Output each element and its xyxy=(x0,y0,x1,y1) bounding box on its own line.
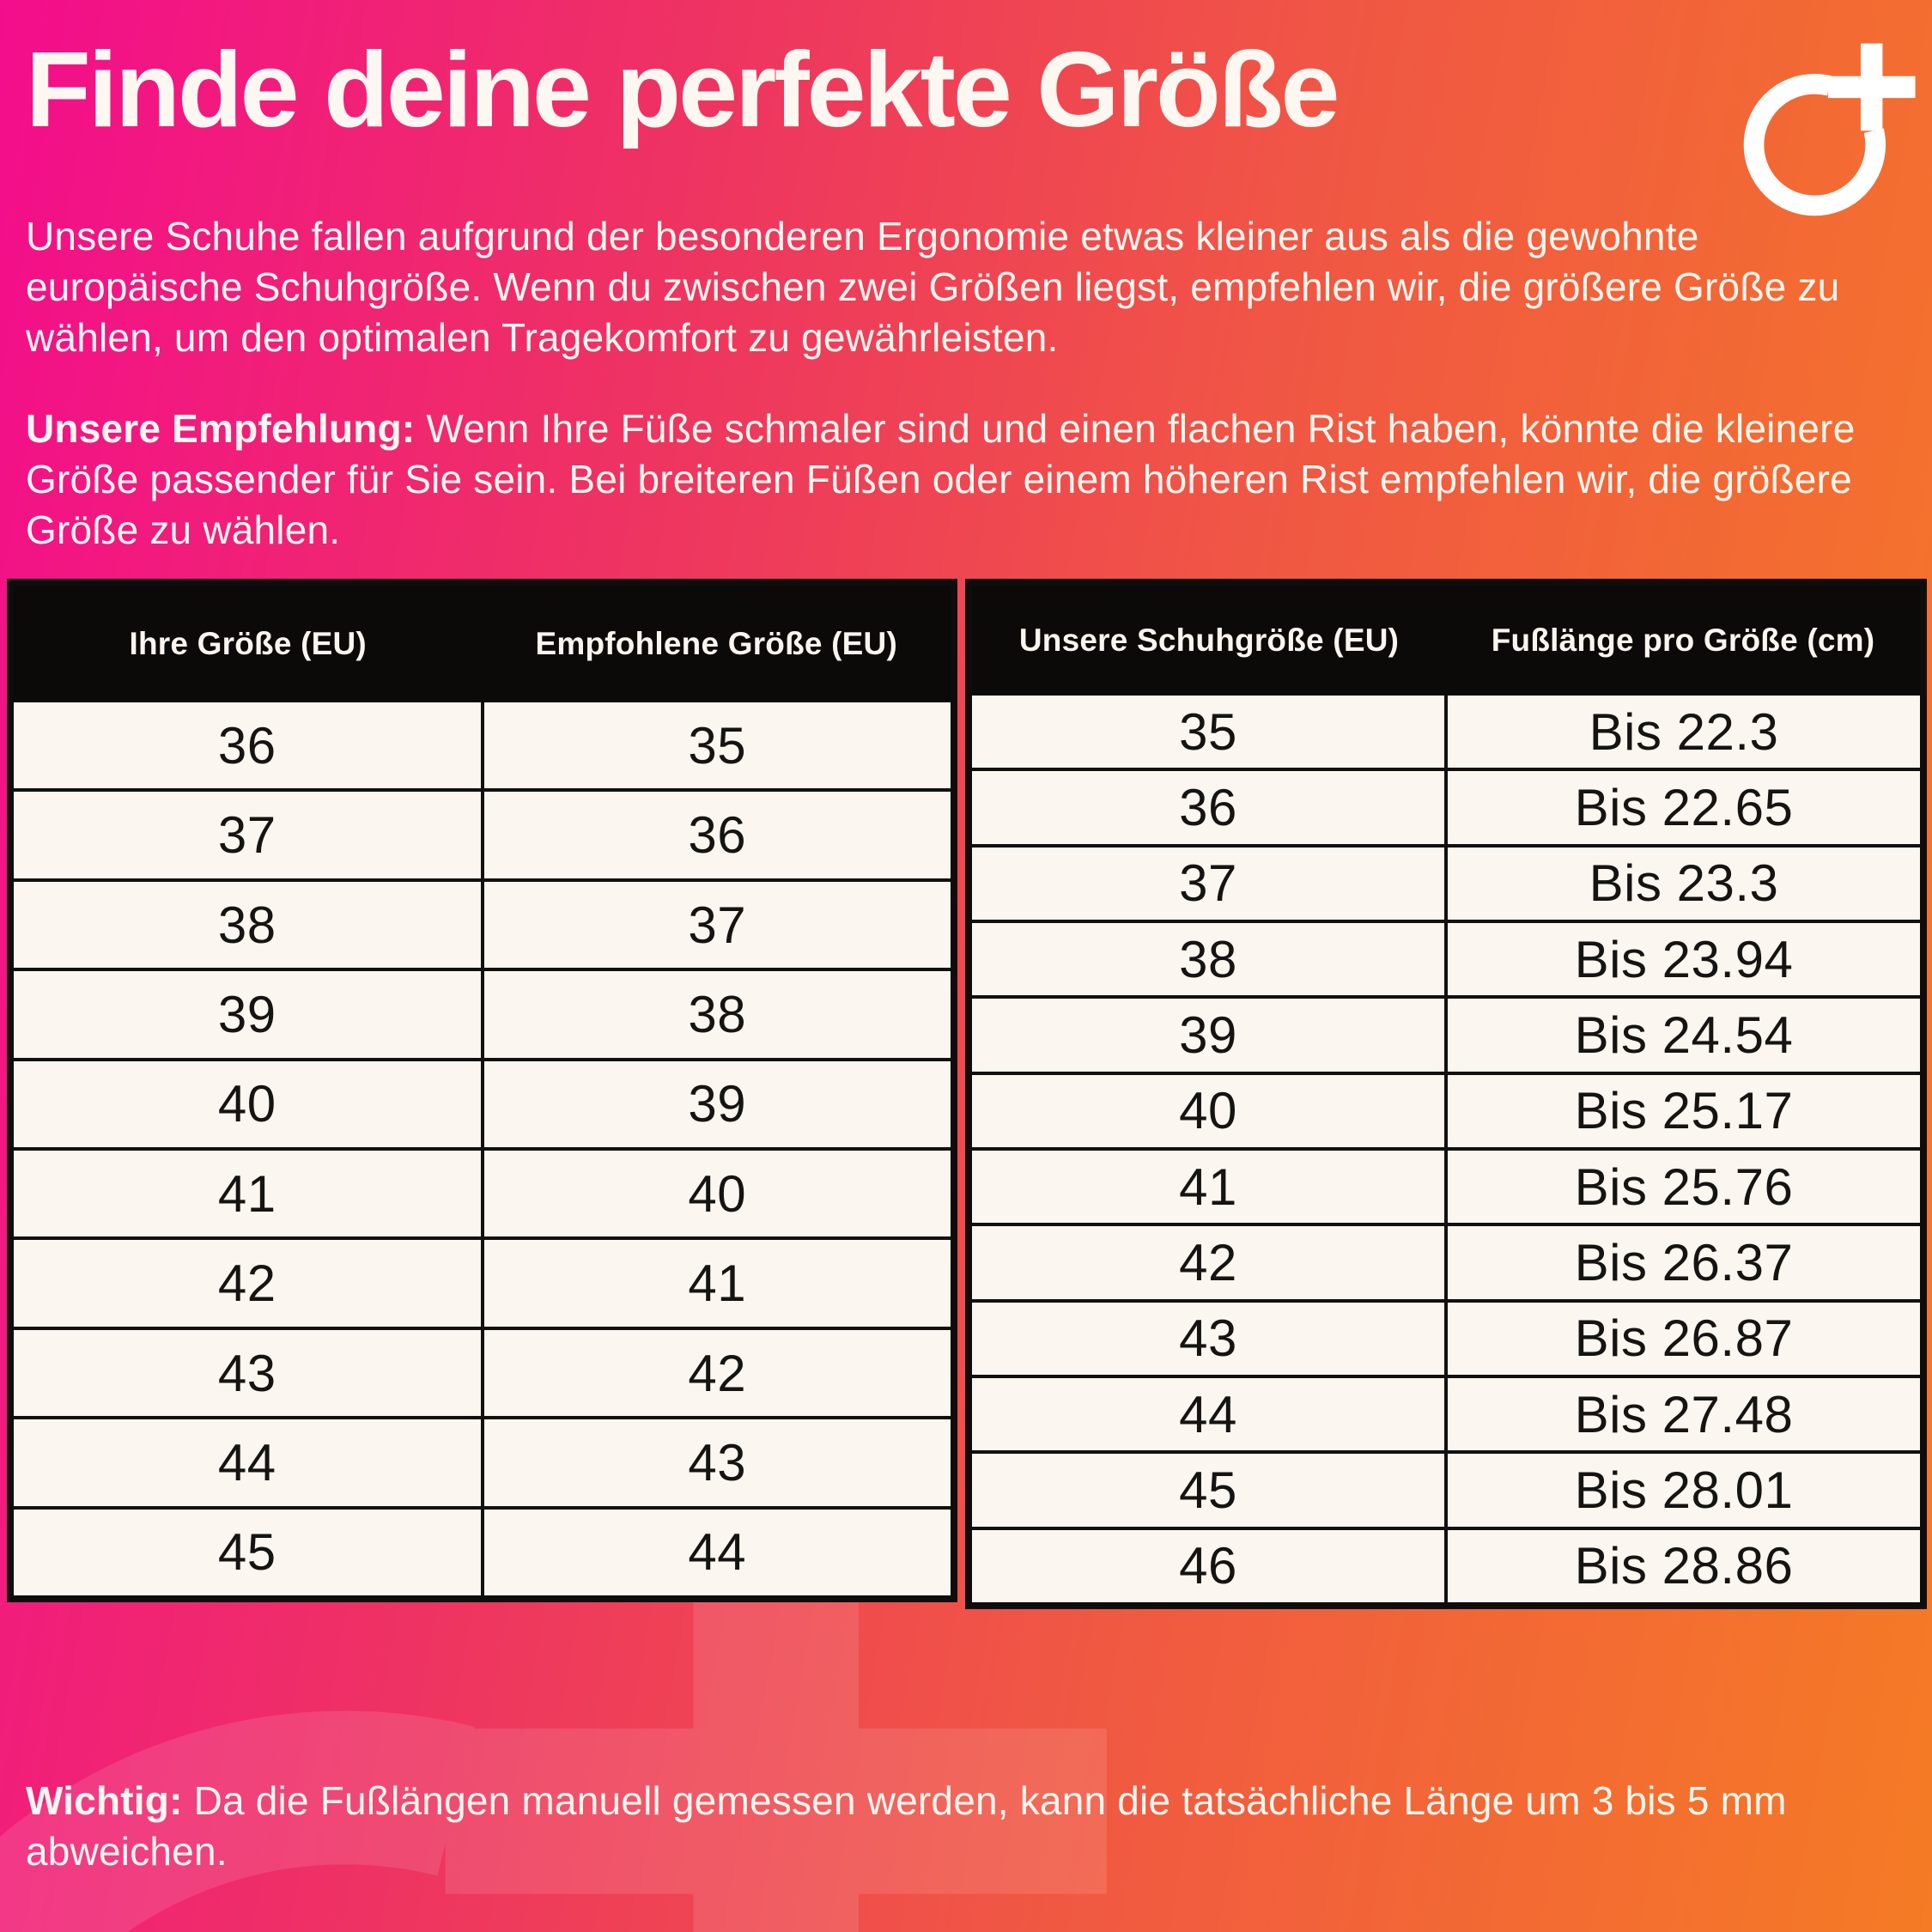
table-cell: Bis 25.76 xyxy=(1574,1157,1794,1216)
table-cell: 38 xyxy=(972,922,1448,996)
table-row: 46 Bis 28.86 xyxy=(972,1526,1920,1602)
table-cell: Bis 23.3 xyxy=(1589,854,1779,913)
table-row: 40 Bis 25.17 xyxy=(972,1071,1920,1147)
table-cell: 38 xyxy=(688,985,747,1043)
table-cell: Bis 28.01 xyxy=(1574,1461,1794,1519)
table-row: 37 Bis 23.3 xyxy=(972,843,1920,920)
table-row: 44 Bis 27.48 xyxy=(972,1374,1920,1451)
table-cell: Bis 27.48 xyxy=(1574,1385,1794,1443)
table-cell: 44 xyxy=(972,1377,1448,1451)
table-cell: Bis 23.94 xyxy=(1574,930,1794,988)
foot-length-table: Unsere Schuhgröße (EU) Fußlänge pro Größ… xyxy=(965,579,1927,1609)
table-row: 37 36 xyxy=(14,788,951,878)
table-cell: Bis 28.86 xyxy=(1574,1537,1794,1595)
table-row: 43 42 xyxy=(14,1326,951,1417)
column-header-your-size: Ihre Größe (EU) xyxy=(129,626,367,661)
size-conversion-table-header: Ihre Größe (EU) Empfohlene Größe (EU) xyxy=(14,586,951,702)
table-row: 36 35 xyxy=(14,702,951,789)
table-cell: 35 xyxy=(972,696,1448,769)
table-row: 38 37 xyxy=(14,878,951,969)
page-title: Finde deine perfekte Größe xyxy=(26,31,1340,149)
disclaimer-label: Wichtig: xyxy=(26,1778,183,1823)
column-header-our-shoe-size: Unsere Schuhgröße (EU) xyxy=(1018,623,1400,658)
foot-length-table-header: Unsere Schuhgröße (EU) Fußlänge pro Größ… xyxy=(972,586,1920,696)
table-row: 42 Bis 26.37 xyxy=(972,1223,1920,1299)
intro-text: Unsere Schuhe fallen aufgrund der besond… xyxy=(26,214,1840,360)
table-cell: 41 xyxy=(688,1255,747,1313)
table-cell: 42 xyxy=(972,1226,1448,1299)
column-header-recommended-size: Empfohlene Größe (EU) xyxy=(535,626,897,661)
table-cell: 40 xyxy=(14,1060,484,1148)
table-cell: Bis 24.54 xyxy=(1574,1005,1794,1064)
table-cell: 43 xyxy=(688,1433,747,1492)
table-row: 39 38 xyxy=(14,968,951,1058)
table-row: 41 Bis 25.76 xyxy=(972,1146,1920,1224)
table-row: 41 40 xyxy=(14,1147,951,1237)
table-cell: 38 xyxy=(14,881,484,969)
table-cell: 35 xyxy=(688,716,747,775)
table-row: 39 Bis 24.54 xyxy=(972,995,1920,1072)
table-cell: 36 xyxy=(688,806,747,865)
table-row: 38 Bis 23.94 xyxy=(972,919,1920,996)
table-cell: 44 xyxy=(14,1419,484,1506)
table-cell: Bis 26.87 xyxy=(1574,1309,1794,1368)
table-cell: 37 xyxy=(972,847,1448,920)
table-cell: 39 xyxy=(972,999,1448,1072)
size-conversion-table-body: 36 35 37 36 38 37 39 38 40 39 41 40 42 41 43 42 44 43 45 44 xyxy=(14,702,951,1596)
table-cell: 46 xyxy=(972,1529,1448,1602)
table-cell: 36 xyxy=(14,702,484,789)
size-conversion-table: Ihre Größe (EU) Empfohlene Größe (EU) 36… xyxy=(7,579,957,1602)
table-row: 42 41 xyxy=(14,1236,951,1327)
recommendation-text: Unsere Empfehlung: Wenn Ihre Füße schmal… xyxy=(26,404,1889,556)
table-row: 43 Bis 26.87 xyxy=(972,1298,1920,1375)
table-cell: 40 xyxy=(972,1074,1448,1147)
table-cell: 44 xyxy=(688,1523,747,1582)
table-cell: 41 xyxy=(14,1151,484,1237)
table-cell: 43 xyxy=(972,1302,1448,1375)
table-cell: 45 xyxy=(972,1454,1448,1527)
table-cell: 42 xyxy=(688,1344,747,1402)
table-cell: 37 xyxy=(688,896,747,954)
brand-logo-icon xyxy=(1733,39,1920,227)
table-row: 36 Bis 22.65 xyxy=(972,768,1920,844)
table-cell: 42 xyxy=(14,1240,484,1327)
table-cell: 45 xyxy=(14,1509,484,1596)
disclaimer-note: Wichtig: Da die Fußlängen manuell gemess… xyxy=(26,1776,1880,1877)
table-row: 45 Bis 28.01 xyxy=(972,1450,1920,1527)
table-cell: 43 xyxy=(14,1329,484,1417)
table-cell: 39 xyxy=(14,971,484,1058)
table-row: 45 44 xyxy=(14,1505,951,1596)
table-row: 44 43 xyxy=(14,1416,951,1506)
table-cell: 36 xyxy=(972,771,1448,844)
table-cell: 37 xyxy=(14,792,484,878)
recommendation-body: Wenn Ihre Füße schmaler sind und einen f… xyxy=(26,406,1856,552)
table-cell: Bis 22.3 xyxy=(1589,702,1779,761)
table-cell: 40 xyxy=(688,1164,747,1223)
table-cell: 41 xyxy=(972,1150,1448,1224)
table-cell: 39 xyxy=(688,1075,747,1133)
column-header-foot-length: Fußlänge pro Größe (cm) xyxy=(1491,623,1875,658)
table-cell: Bis 26.37 xyxy=(1574,1233,1794,1291)
table-row: 40 39 xyxy=(14,1057,951,1148)
table-cell: Bis 25.17 xyxy=(1574,1082,1794,1140)
table-cell: Bis 22.65 xyxy=(1574,778,1794,836)
table-row: 35 Bis 22.3 xyxy=(972,696,1920,769)
foot-length-table-body: 35 Bis 22.3 36 Bis 22.65 37 Bis 23.3 38 Bis 23.… xyxy=(972,696,1920,1602)
disclaimer-body: Da die Fußlängen manuell gemessen werden… xyxy=(26,1778,1787,1874)
recommendation-label: Unsere Empfehlung: xyxy=(26,406,416,451)
